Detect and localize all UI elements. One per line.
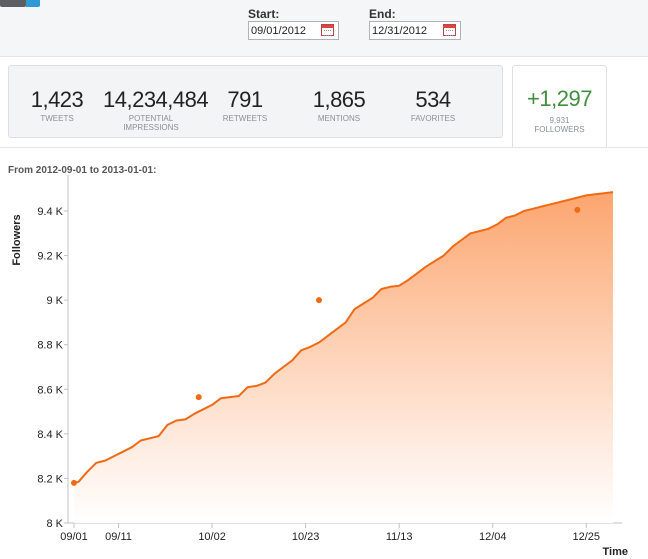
series-area — [74, 192, 613, 523]
y-axis-title: Followers — [11, 214, 23, 265]
app-logo — [0, 0, 40, 8]
y-tick-label: 8.2 K — [37, 473, 63, 485]
stat-tweets: 1,423 TWEETS — [19, 66, 95, 139]
followers-count: 9,931 — [549, 116, 570, 125]
x-tick-label: 09/11 — [105, 531, 132, 543]
stat-value: 534 — [415, 87, 451, 112]
followers-change: +1,297 — [527, 86, 592, 111]
stat-label: FAVORITES — [410, 114, 456, 123]
x-tick-label: 12/04 — [479, 531, 507, 543]
y-tick-label: 9 K — [46, 295, 63, 307]
stat-value: 1,865 — [312, 87, 366, 112]
x-axis-title: Time — [603, 546, 628, 558]
x-tick-label: 11/13 — [386, 531, 413, 543]
y-tick-label: 8 K — [46, 518, 63, 530]
stat-label: RETWEETS — [222, 114, 268, 123]
y-tick-label: 8.4 K — [37, 429, 63, 441]
stat-favorites: 534 FAVORITES — [399, 66, 467, 139]
calendar-icon[interactable] — [443, 24, 456, 36]
stat-value: 14,234,484 — [103, 87, 209, 112]
data-point — [71, 479, 77, 486]
x-tick-label: 10/23 — [292, 531, 320, 543]
stat-impressions: 14,234,484 POTENTIAL IMPRESSIONS — [103, 66, 209, 139]
series-line — [73, 191, 614, 484]
end-date-input[interactable] — [372, 23, 432, 38]
stat-mentions: 1,865 MENTIONS — [299, 66, 379, 139]
followers-label: FOLLOWERS — [534, 125, 585, 134]
stat-label: MENTIONS — [317, 114, 361, 123]
start-date-field[interactable] — [248, 21, 339, 40]
stat-value: 791 — [227, 87, 263, 112]
stats-panel: 1,423 TWEETS 14,234,484 POTENTIAL IMPRES… — [8, 65, 503, 138]
x-tick-label: 10/02 — [198, 531, 226, 543]
y-tick-label: 9.2 K — [37, 251, 63, 263]
date-range-text: From 2012-09-01 to 2013-01-01: — [8, 165, 157, 176]
stat-label: TWEETS — [40, 114, 74, 123]
x-tick-label: 12/25 — [573, 531, 601, 543]
start-date-label: Start: — [248, 7, 280, 21]
stat-label: POTENTIAL IMPRESSIONS — [123, 114, 179, 132]
calendar-icon[interactable] — [321, 24, 334, 36]
end-date-label: End: — [369, 7, 396, 21]
data-point — [574, 206, 581, 213]
y-tick-label: 8.8 K — [37, 340, 63, 352]
data-point — [316, 297, 322, 304]
followers-panel[interactable]: +1,297 9,931 FOLLOWERS — [512, 65, 607, 147]
start-date-input[interactable] — [251, 23, 311, 38]
top-bar: Start: End: — [0, 0, 648, 57]
data-point — [195, 394, 202, 401]
stat-value: 1,423 — [30, 87, 84, 112]
stat-retweets: 791 RETWEETS — [213, 66, 277, 139]
y-tick-label: 8.6 K — [37, 384, 63, 396]
y-tick-label: 9.4 K — [37, 206, 63, 218]
x-tick-label: 09/01 — [60, 531, 88, 543]
end-date-field[interactable] — [369, 21, 461, 40]
divider — [0, 147, 648, 148]
